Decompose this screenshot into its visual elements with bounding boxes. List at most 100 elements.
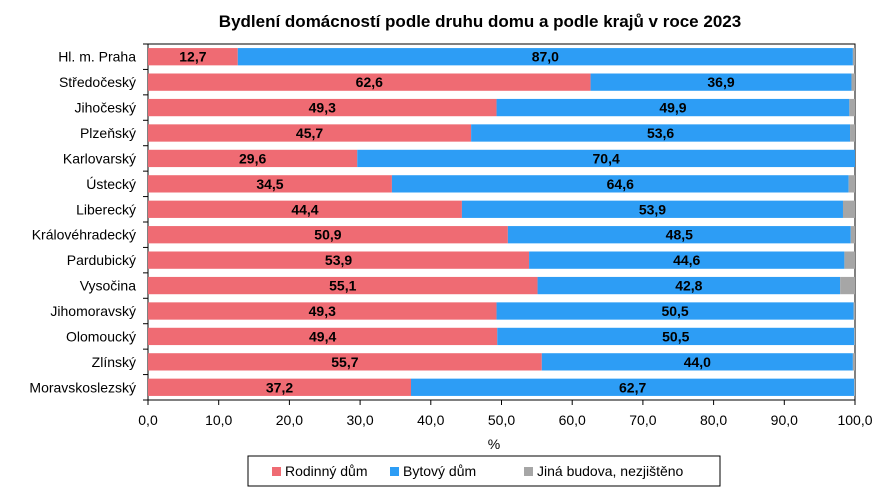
- data-label: 49,4: [309, 328, 336, 344]
- bar-segment: [471, 124, 851, 142]
- data-label: 62,6: [356, 74, 383, 90]
- x-tick-label: 0,0: [138, 412, 158, 428]
- plot-area: 12,7 87,0 62,6 36,9 49,3 49,9 45,7 53,6 29,6 70,4…: [147, 43, 856, 401]
- x-axis: 0,0 10,0 20,0 30,0 40,0 50,0 60,0 70,0 80,0 90,0 1…: [138, 400, 873, 428]
- bar-segment: [148, 175, 392, 193]
- bar-segment: [148, 98, 497, 117]
- category-label: Zlínský: [92, 354, 136, 370]
- bar-segment: [148, 251, 530, 269]
- x-tick-label: 90,0: [771, 412, 798, 428]
- data-label: 34,5: [256, 176, 283, 192]
- category-label: Královéhradecký: [32, 227, 136, 243]
- category-label: Jihočeský: [75, 100, 136, 116]
- category-label: Jihomoravský: [50, 303, 136, 319]
- data-label: 49,9: [659, 100, 686, 116]
- plot-frame: [147, 43, 856, 401]
- bar-segment: [507, 226, 851, 244]
- bar-segment: [148, 276, 538, 295]
- legend-swatch: [272, 467, 281, 476]
- category-labels: Hl. m. Praha Středočeský Jihočeský Plzeňský…: [29, 43, 148, 401]
- category-label: Vysočina: [80, 278, 137, 294]
- data-label: 64,6: [607, 176, 634, 192]
- data-label: 62,7: [619, 379, 646, 395]
- bar-segment: [840, 276, 855, 295]
- bar-segment: [497, 327, 855, 346]
- data-label: 36,9: [707, 74, 734, 90]
- data-label: 45,7: [296, 125, 323, 141]
- bar-segment: [590, 73, 852, 91]
- category-label: Ústecký: [86, 176, 136, 192]
- category-label: Moravskoslezský: [29, 379, 136, 395]
- legend: Rodinný dům Bytový dům Jiná budova, nezjiš…: [247, 455, 721, 487]
- bar-segment: [850, 124, 855, 142]
- bar-segment: [851, 73, 855, 91]
- x-tick-label: 60,0: [559, 412, 586, 428]
- bar-segment: [148, 48, 238, 66]
- bar-segment: [148, 327, 498, 346]
- data-label: 53,9: [639, 201, 666, 217]
- bar-segment: [850, 226, 855, 244]
- bar-segment: [148, 124, 472, 142]
- bar-segment: [461, 200, 843, 218]
- x-axis-title: %: [488, 436, 500, 452]
- category-label: Olomoucký: [66, 328, 136, 344]
- x-tick-label: 50,0: [488, 412, 515, 428]
- bar-segment: [842, 200, 855, 218]
- bar-segment: [496, 98, 850, 117]
- bar-segment: [853, 302, 855, 320]
- data-label: 42,8: [675, 278, 702, 294]
- bar-segment: [496, 302, 854, 320]
- category-label: Pardubický: [67, 252, 136, 268]
- bar-segment: [357, 149, 855, 168]
- legend-label: Bytový dům: [403, 463, 476, 479]
- data-label: 53,9: [325, 252, 352, 268]
- data-label: 44,4: [291, 201, 318, 217]
- bar-segment: [529, 251, 845, 269]
- data-label: 49,3: [309, 303, 336, 319]
- x-tick-label: 100,0: [837, 412, 872, 428]
- data-label: 44,0: [684, 354, 711, 370]
- bar-segment: [148, 353, 542, 371]
- bar-segment: [237, 48, 853, 66]
- bar-segment: [849, 98, 855, 117]
- data-label: 29,6: [239, 150, 266, 166]
- x-tick-label: 40,0: [417, 412, 444, 428]
- bar-segment: [852, 353, 855, 371]
- data-label: 53,6: [647, 125, 674, 141]
- bar-segment: [148, 226, 508, 244]
- data-label: 44,6: [673, 252, 700, 268]
- chart-title: Bydlení domácností podle druhu domu a po…: [219, 12, 741, 31]
- category-label: Karlovarský: [63, 150, 136, 166]
- category-label: Liberecký: [76, 201, 136, 217]
- x-tick-label: 10,0: [205, 412, 232, 428]
- bar-segment: [852, 48, 855, 66]
- data-label: 55,1: [329, 278, 356, 294]
- bar-segment: [411, 378, 855, 396]
- bar-segment: [148, 73, 591, 91]
- data-label: 87,0: [532, 49, 559, 65]
- legend-label: Rodinný dům: [285, 463, 368, 479]
- x-tick-label: 20,0: [276, 412, 303, 428]
- bar-segment: [854, 378, 855, 396]
- x-tick-label: 80,0: [700, 412, 727, 428]
- legend-frame: [247, 455, 721, 487]
- x-tick-label: 30,0: [346, 412, 373, 428]
- legend-label: Jiná budova, nezjištěno: [537, 463, 684, 479]
- data-label: 12,7: [179, 49, 206, 65]
- data-label: 70,4: [593, 150, 620, 166]
- bar-segment: [537, 276, 841, 295]
- category-label: Hl. m. Praha: [58, 49, 136, 65]
- data-label: 48,5: [666, 227, 693, 243]
- data-label: 49,3: [309, 100, 336, 116]
- bar-segment: [854, 327, 855, 346]
- bar-segment: [148, 149, 358, 168]
- legend-swatch: [390, 467, 399, 476]
- bar-segment: [148, 378, 412, 396]
- bar-segment: [844, 251, 855, 269]
- x-tick-label: 70,0: [629, 412, 656, 428]
- bar-segment: [148, 200, 462, 218]
- data-label: 37,2: [266, 379, 293, 395]
- bar-segment: [848, 175, 855, 193]
- category-label: Plzeňský: [80, 125, 136, 141]
